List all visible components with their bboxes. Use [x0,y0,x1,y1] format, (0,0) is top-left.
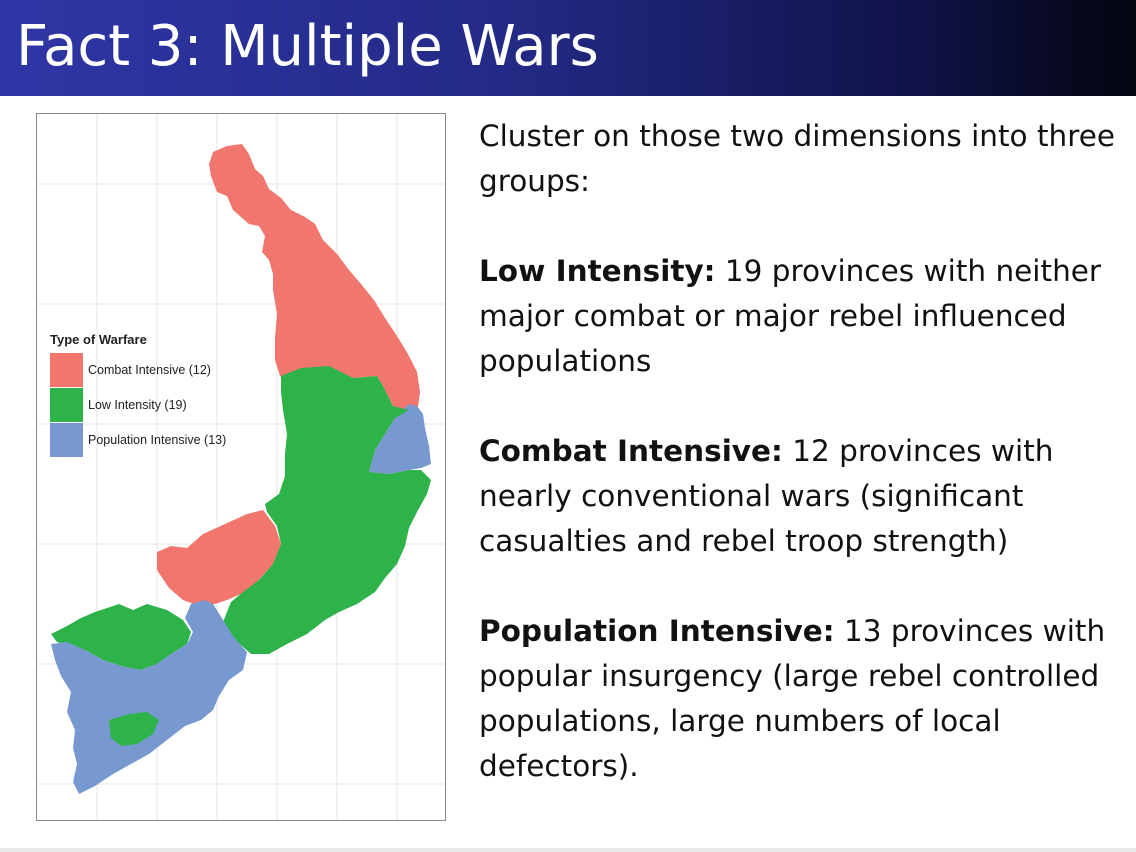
region-combat-west [157,510,281,606]
intro-paragraph: Cluster on those two dimensions into thr… [479,119,1116,198]
group-text-low: 19 provinces with neither major combat o… [479,254,1102,378]
slide-body: Cluster on those two dimensions into thr… [479,114,1119,789]
region-combat-north [209,144,420,412]
region-pop-south [51,600,247,794]
group-heading-combat: Combat Intensive: [479,434,783,468]
legend-title: Type of Warfare [50,332,147,347]
slide-title: Fact 3: Multiple Wars [16,14,599,79]
map-legend: Type of Warfare Combat Intensive (12) Lo… [50,332,226,457]
group-heading-population: Population Intensive: [479,614,835,648]
legend-label-population: Population Intensive (13) [88,432,227,447]
group-heading-low: Low Intensity: [479,254,716,288]
group-text-combat: 12 provinces with nearly conventional wa… [479,434,1054,558]
legend-label-combat: Combat Intensive (12) [88,362,211,377]
map-graphic [37,114,445,820]
group-text-population: 13 provinces with popular insurgency (la… [479,614,1106,783]
title-bar: Fact 3: Multiple Wars [0,0,1136,96]
group-combat-intensive: Combat Intensive: 12 provinces with near… [479,429,1119,564]
footer-divider [0,848,1136,852]
region-low-central [223,366,431,654]
legend-item-combat: Combat Intensive (12) [50,352,226,387]
region-pop-northeast [369,404,431,474]
legend-item-population: Population Intensive (13) [50,422,226,457]
group-low-intensity: Low Intensity: 19 provinces with neither… [479,249,1119,384]
legend-swatch-low [50,387,83,422]
legend-swatch-population [50,422,83,457]
region-low-west [51,604,191,670]
group-population-intensive: Population Intensive: 13 provinces with … [479,609,1119,789]
region-low-south [109,712,159,746]
legend-swatch-combat [50,352,83,387]
legend-item-low: Low Intensity (19) [50,387,226,422]
province-map: Type of Warfare Combat Intensive (12) Lo… [36,113,446,821]
legend-label-low: Low Intensity (19) [88,397,187,412]
